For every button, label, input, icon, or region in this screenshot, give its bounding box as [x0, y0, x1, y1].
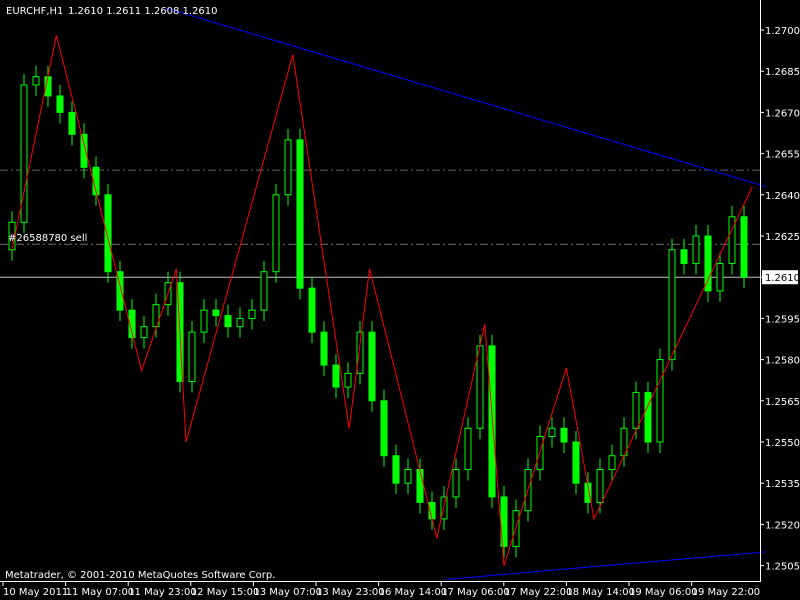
candle-body — [68, 111, 76, 135]
candle-body — [104, 194, 112, 273]
candle-body — [272, 194, 280, 273]
price-tick-label: 1.2550 — [765, 438, 800, 449]
candle-body — [200, 309, 208, 333]
candle-body — [668, 249, 676, 361]
time-tick-label: 19 May 22:00 — [692, 587, 761, 598]
price-tick-label: 1.2505 — [765, 562, 800, 573]
price-tick-label: 1.2655 — [765, 150, 800, 161]
price-tick-label: 1.2565 — [765, 397, 800, 408]
order-label[interactable]: #26588780 sell — [8, 233, 87, 244]
price-tick-label: 1.2610 — [765, 273, 800, 284]
price-tick-label: 1.2580 — [765, 356, 800, 367]
price-tick-label: 1.2535 — [765, 479, 800, 490]
price-tick-label: 1.2520 — [765, 520, 800, 531]
candle-body — [20, 84, 28, 223]
candle-body — [152, 304, 160, 328]
candle-body — [644, 392, 652, 443]
time-tick-label: 19 May 06:00 — [629, 587, 698, 598]
candle-body — [236, 317, 244, 328]
candle-body — [704, 235, 712, 292]
candle-body — [344, 372, 352, 388]
candle-body — [188, 331, 196, 383]
candle-body — [296, 139, 304, 289]
time-tick-label: 18 May 14:00 — [566, 587, 635, 598]
time-tick-label: 17 May 22:00 — [504, 587, 573, 598]
price-tick-label: 1.2640 — [765, 191, 800, 202]
trendline — [446, 551, 766, 580]
candle-body — [80, 133, 88, 168]
candle-body — [452, 468, 460, 498]
candle-body — [488, 345, 496, 498]
price-tick-label: 1.2700 — [765, 26, 800, 37]
candle-body — [608, 455, 616, 470]
candle-body — [416, 468, 424, 503]
candle-body — [212, 309, 220, 317]
time-tick-label: 13 May 23:00 — [316, 587, 385, 598]
candle-body — [320, 331, 328, 366]
zigzag-line — [11, 35, 753, 566]
candle-body — [332, 364, 340, 388]
candle-body — [740, 216, 748, 278]
candle-body — [716, 262, 724, 292]
price-tick-label: 1.2685 — [765, 67, 800, 78]
ohlc-readout: 1.2610 1.2611 1.2608 1.2610 — [68, 6, 218, 17]
candle-body — [380, 400, 388, 457]
candle-body — [140, 326, 148, 339]
candle-body — [56, 95, 64, 113]
copyright: Metatrader, © 2001-2010 MetaQuotes Softw… — [5, 570, 275, 581]
candle-body — [596, 468, 604, 503]
time-tick-label: 13 May 07:00 — [253, 587, 322, 598]
candle-body — [548, 427, 556, 438]
candle-body — [728, 216, 736, 264]
candle-body — [476, 345, 484, 429]
candle-body — [404, 468, 412, 484]
candle-body — [224, 315, 232, 328]
candle-body — [116, 271, 124, 311]
candle-body — [680, 249, 688, 264]
candle-body — [656, 359, 664, 443]
candle-body — [260, 271, 268, 311]
candle-body — [284, 139, 292, 196]
candle-body — [560, 427, 568, 443]
candle-body — [392, 455, 400, 484]
candle-body — [128, 309, 136, 339]
time-tick-label: 17 May 06:00 — [441, 587, 510, 598]
candle-body — [308, 287, 316, 333]
candle-body — [632, 392, 640, 429]
candle-body — [248, 309, 256, 319]
candle-body — [572, 441, 580, 484]
bid-price-box — [762, 270, 798, 285]
candle-body — [356, 331, 364, 374]
chart-title: EURCHF,H1 — [6, 6, 63, 17]
candle-body — [692, 235, 700, 264]
candle-body — [32, 76, 40, 86]
time-tick-label: 16 May 14:00 — [379, 587, 448, 598]
candle-body — [368, 331, 376, 402]
candle-body — [584, 482, 592, 503]
price-tick-label: 1.2670 — [765, 108, 800, 119]
price-tick-label: 1.2595 — [765, 314, 800, 325]
time-tick-label: 11 May 07:00 — [66, 587, 135, 598]
time-tick-label: 10 May 2011 — [3, 587, 68, 598]
time-tick-label: 12 May 15:00 — [191, 587, 260, 598]
price-tick-label: 1.2625 — [765, 232, 800, 243]
time-tick-label: 11 May 23:00 — [128, 587, 197, 598]
candle-body — [464, 427, 472, 470]
price-axis: 1.2700 1.2685 1.2670 1.2655 1.2640 1.2625 1.26… — [760, 26, 800, 573]
trendline — [165, 7, 766, 188]
